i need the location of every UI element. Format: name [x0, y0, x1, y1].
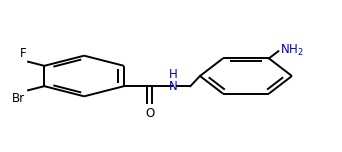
Text: F: F: [20, 47, 26, 60]
Text: H: H: [169, 68, 178, 81]
Text: N: N: [169, 80, 178, 93]
Text: O: O: [145, 107, 154, 120]
Text: NH$_2$: NH$_2$: [280, 43, 304, 58]
Text: Br: Br: [12, 92, 25, 105]
